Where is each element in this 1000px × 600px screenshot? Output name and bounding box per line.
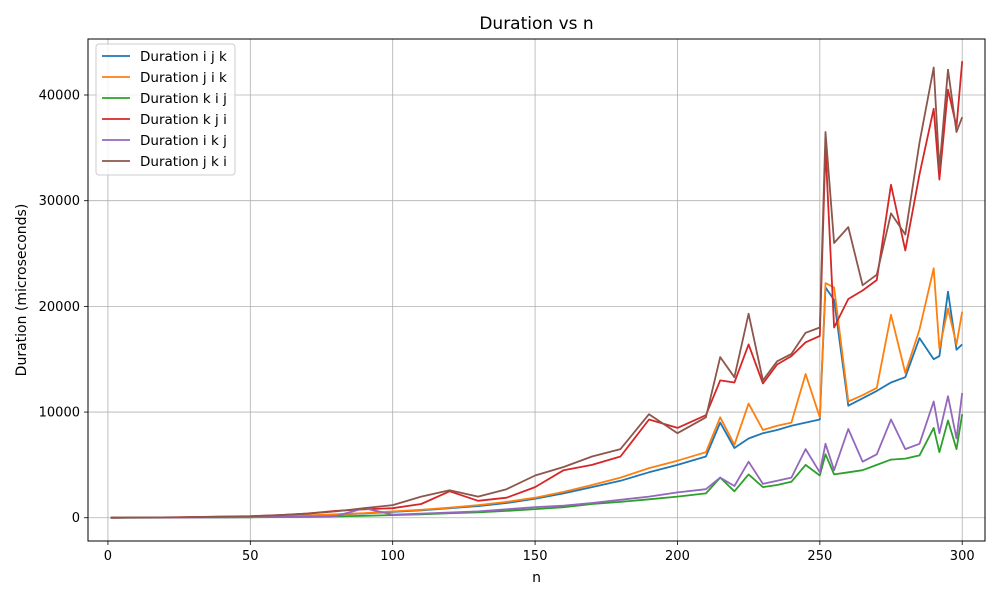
plot-area xyxy=(88,39,985,541)
x-tick-label: 200 xyxy=(665,549,690,564)
plot-frame xyxy=(87,38,986,542)
x-tick-label: 50 xyxy=(242,549,259,564)
series-lines xyxy=(110,61,964,519)
legend-label: Duration k j i xyxy=(140,112,227,128)
legend-label: Duration j k i xyxy=(140,154,227,170)
series-line-duration-k-i-j xyxy=(110,414,964,519)
series-line-duration-k-j-i xyxy=(110,61,964,519)
y-tick-label: 10000 xyxy=(39,406,80,421)
legend-label: Duration i j k xyxy=(140,49,227,65)
legend-label: Duration i k j xyxy=(140,133,227,149)
y-tick-label: 0 xyxy=(72,511,80,526)
series-line-duration-i-k-j xyxy=(110,392,964,519)
y-axis-label: Duration (microseconds) xyxy=(14,204,30,377)
x-tick-label: 300 xyxy=(950,549,975,564)
x-tick-label: 100 xyxy=(380,549,405,564)
y-axis: 0 10000 20000 30000 40000 xyxy=(39,89,88,526)
legend-box xyxy=(95,43,236,176)
x-tick-label: 0 xyxy=(104,549,112,564)
legend-label: Duration j i k xyxy=(140,70,227,86)
x-axis: 0 50 100 150 200 250 300 xyxy=(104,541,975,564)
chart-title: Duration vs n xyxy=(479,14,593,34)
y-tick-label: 40000 xyxy=(39,89,80,104)
y-tick-label: 30000 xyxy=(39,194,80,209)
series-line-duration-j-k-i xyxy=(110,66,964,519)
legend-label: Duration k i j xyxy=(140,91,227,107)
y-tick-label: 20000 xyxy=(39,300,80,315)
legend: Duration i j k Duration j i k Duration k i… xyxy=(95,43,236,176)
x-tick-label: 250 xyxy=(807,549,832,564)
x-axis-label: n xyxy=(532,570,541,586)
x-tick-label: 150 xyxy=(523,549,548,564)
